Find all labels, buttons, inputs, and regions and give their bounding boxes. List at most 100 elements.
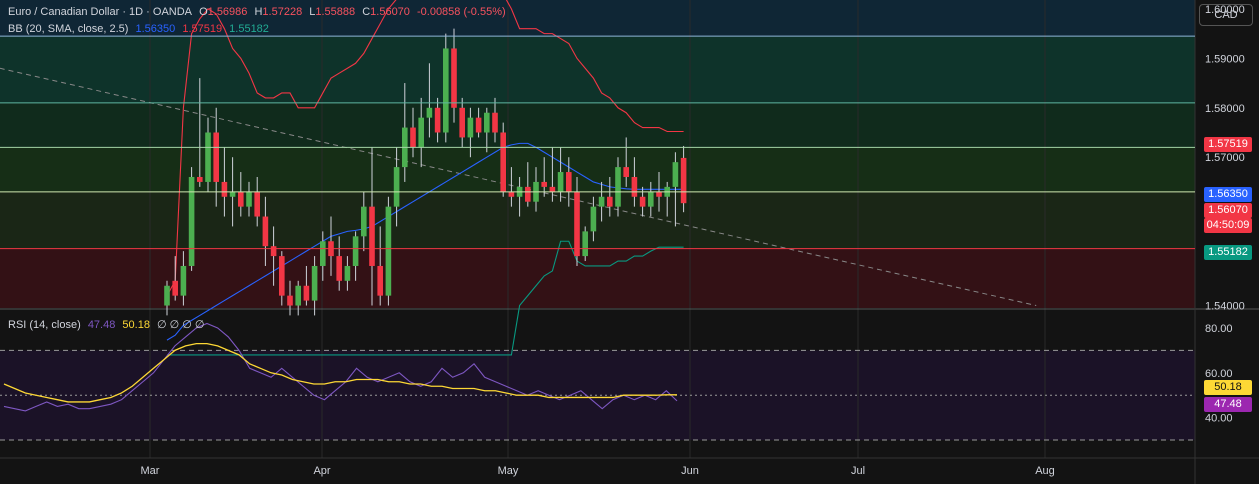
bb-upper-price-tag: 1.57519 xyxy=(1204,137,1252,152)
rsi-axis-label: 60.00 xyxy=(1205,368,1233,380)
candle-body[interactable] xyxy=(566,172,572,192)
candle-body[interactable] xyxy=(434,107,441,133)
price-axis-label: 1.60000 xyxy=(1205,4,1245,16)
candle-body[interactable] xyxy=(361,206,367,237)
price-zone xyxy=(0,248,1195,308)
candle-body[interactable] xyxy=(451,48,457,108)
candlestick-series[interactable] xyxy=(164,28,687,316)
candle-body[interactable] xyxy=(639,196,646,207)
bb-lower-value: 1.55182 xyxy=(229,23,269,35)
rsi-ma-line xyxy=(3,342,677,403)
symbol-legend[interactable]: Euro / Canadian Dollar · 1D · OANDA O1.5… xyxy=(8,6,510,18)
rsi-value: 47.48 xyxy=(87,319,116,331)
rsi-ma-tag: 50.18 xyxy=(1204,380,1252,395)
candle-body[interactable] xyxy=(311,265,318,301)
candle-body[interactable] xyxy=(385,206,392,296)
open-value: 1.56986 xyxy=(207,6,248,18)
candle-body[interactable] xyxy=(500,132,506,192)
close-label: C xyxy=(362,6,371,18)
candle-body[interactable] xyxy=(254,191,260,217)
rsi-label[interactable]: RSI (14, close) xyxy=(8,319,81,331)
axes[interactable]: 1.600001.590001.580001.570001.560001.550… xyxy=(0,4,1245,477)
background-zones xyxy=(0,0,1195,441)
candle-body[interactable] xyxy=(443,48,449,133)
close-value: 1.56070 xyxy=(370,6,410,18)
candle-body[interactable] xyxy=(352,236,359,266)
candle-body[interactable] xyxy=(180,265,187,296)
price-axis-label: 1.59000 xyxy=(1205,53,1245,65)
candle-body[interactable] xyxy=(221,181,228,197)
time-axis-label: Apr xyxy=(313,465,330,477)
candle-body[interactable] xyxy=(287,295,293,306)
candle-body[interactable] xyxy=(303,285,310,301)
candle-body[interactable] xyxy=(656,191,662,197)
candle-body[interactable] xyxy=(238,191,244,207)
candle-body[interactable] xyxy=(631,176,638,197)
candle-body[interactable] xyxy=(557,172,564,192)
candle-body[interactable] xyxy=(549,186,556,192)
candle-body[interactable] xyxy=(648,191,654,207)
candle-body[interactable] xyxy=(295,285,301,306)
price-axis-label: 1.58000 xyxy=(1205,103,1245,115)
candle-body[interactable] xyxy=(459,107,465,138)
time-axis-label: Mar xyxy=(141,465,160,477)
candle-body[interactable] xyxy=(279,256,285,296)
candle-body[interactable] xyxy=(418,117,424,148)
candle-body[interactable] xyxy=(508,191,515,197)
candle-body[interactable] xyxy=(197,176,203,182)
candle-body[interactable] xyxy=(246,191,252,207)
rsi-legend[interactable]: RSI (14, close) 47.48 50.18 ∅ ∅ ∅ ∅ xyxy=(8,318,209,331)
price-zone xyxy=(0,191,1195,249)
time-axis-label: Aug xyxy=(1035,465,1055,477)
bb-basis-price-tag: 1.56350 xyxy=(1204,187,1252,202)
candle-body[interactable] xyxy=(672,162,679,187)
currency-button[interactable]: CAD xyxy=(1199,4,1253,26)
candle-body[interactable] xyxy=(320,241,326,266)
candle-body[interactable] xyxy=(205,132,211,182)
bb-basis-line xyxy=(166,142,684,341)
candle-body[interactable] xyxy=(393,167,400,207)
bb-basis-value: 1.56350 xyxy=(135,23,176,35)
candle-body[interactable] xyxy=(164,285,170,306)
bb-upper-value: 1.57519 xyxy=(182,23,223,35)
candle-body[interactable] xyxy=(598,196,605,207)
candle-body[interactable] xyxy=(607,196,613,207)
candle-body[interactable] xyxy=(369,206,375,266)
candle-body[interactable] xyxy=(582,231,588,257)
candle-body[interactable] xyxy=(492,112,498,133)
rsi-pane[interactable] xyxy=(0,310,1195,458)
candle-body[interactable] xyxy=(172,280,178,296)
candle-body[interactable] xyxy=(377,265,383,296)
last-price-tag: 1.56070 xyxy=(1204,203,1252,218)
candle-body[interactable] xyxy=(680,157,687,204)
candle-body[interactable] xyxy=(467,117,474,138)
bb-legend[interactable]: BB (20, SMA, close, 2.5) 1.56350 1.57519… xyxy=(8,23,273,35)
candle-body[interactable] xyxy=(426,107,433,118)
candle-body[interactable] xyxy=(574,191,580,257)
candle-body[interactable] xyxy=(262,216,269,247)
candle-body[interactable] xyxy=(590,206,597,232)
rsi-axis-label: 80.00 xyxy=(1205,323,1233,335)
candle-body[interactable] xyxy=(484,112,490,133)
high-value: 1.57228 xyxy=(262,6,303,18)
candle-body[interactable] xyxy=(188,176,195,266)
countdown-tag: 04:50:09 xyxy=(1204,218,1252,233)
candle-body[interactable] xyxy=(344,265,351,281)
candle-body[interactable] xyxy=(229,191,236,197)
candle-body[interactable] xyxy=(213,132,219,182)
bb-lower-line xyxy=(167,240,684,356)
candle-body[interactable] xyxy=(270,246,277,257)
candle-body[interactable] xyxy=(475,117,482,133)
candle-body[interactable] xyxy=(410,127,416,148)
time-axis-label: Jul xyxy=(851,465,865,477)
bb-label[interactable]: BB (20, SMA, close, 2.5) xyxy=(8,23,129,35)
candle-body[interactable] xyxy=(336,256,342,281)
candle-body[interactable] xyxy=(541,181,547,187)
candle-body[interactable] xyxy=(623,167,629,177)
low-label: L xyxy=(309,6,316,18)
candle-body[interactable] xyxy=(525,186,531,202)
symbol-title[interactable]: Euro / Canadian Dollar · 1D · OANDA xyxy=(8,6,193,18)
price-zone xyxy=(0,102,1195,148)
candle-body[interactable] xyxy=(615,167,621,207)
